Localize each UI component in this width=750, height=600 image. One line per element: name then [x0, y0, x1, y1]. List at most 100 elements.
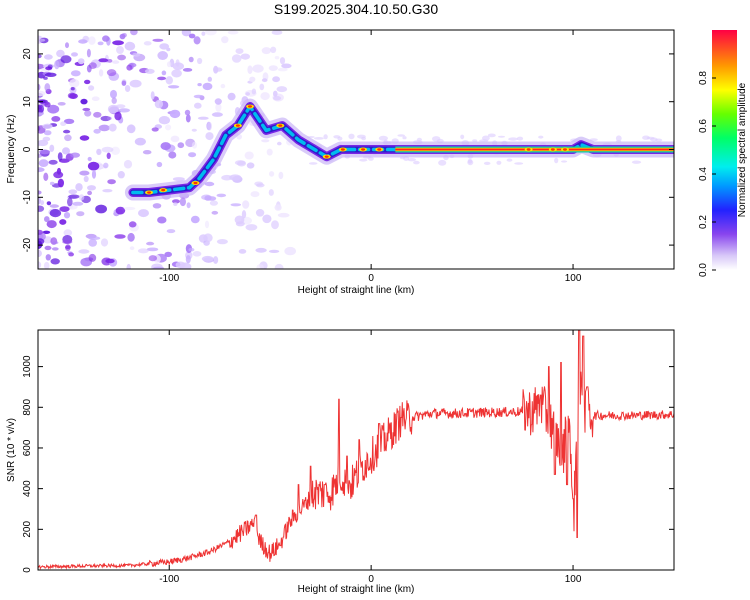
noise-blob — [38, 167, 45, 173]
noise-blob — [44, 54, 53, 60]
noise-blob — [181, 30, 192, 37]
noise-blob — [211, 210, 219, 215]
noise-blob — [38, 190, 42, 195]
noise-blob — [79, 170, 90, 176]
noise-blob — [231, 54, 242, 63]
noise-blob — [172, 199, 180, 204]
noise-blob — [106, 116, 112, 121]
noise-blob — [91, 169, 97, 179]
noise-blob — [274, 204, 282, 211]
noise-blob — [278, 171, 284, 180]
noise-blob — [205, 132, 214, 141]
noise-blob — [271, 220, 279, 230]
noise-blob — [146, 241, 155, 246]
colorbar-ticks: 0.0 0.2 0.4 0.6 0.8 — [698, 71, 716, 277]
noise-blob — [54, 60, 60, 70]
noise-blob — [166, 61, 172, 68]
noise-blob — [193, 36, 201, 45]
noise-blob — [272, 76, 280, 83]
noise-blob — [279, 57, 286, 65]
noise-blob — [127, 232, 135, 242]
noise-blob — [102, 189, 113, 193]
noise-blob — [244, 151, 254, 160]
noise-blob — [497, 135, 506, 138]
noise-blob — [631, 160, 642, 164]
noise-blob — [38, 229, 44, 235]
noise-blob — [117, 54, 126, 61]
noise-blob — [70, 152, 80, 158]
noise-blob — [98, 124, 111, 132]
snr-series — [38, 330, 674, 570]
noise-blob — [207, 121, 212, 131]
noise-blob — [44, 83, 51, 92]
noise-blob — [51, 116, 61, 122]
noise-blob — [88, 62, 97, 69]
noise-blob — [191, 128, 197, 132]
noise-blob — [221, 36, 229, 44]
noise-blob — [185, 255, 191, 264]
noise-blob — [40, 200, 45, 206]
ridge-hotspot-core — [562, 148, 567, 151]
noise-blob — [107, 104, 119, 114]
noise-blob — [46, 201, 52, 206]
noise-blob — [238, 249, 247, 254]
noise-blob — [51, 247, 59, 251]
noise-blob — [114, 111, 122, 121]
noise-blob — [59, 206, 70, 213]
noise-blob — [152, 203, 162, 209]
noise-blob — [38, 205, 45, 212]
noise-blob — [84, 79, 91, 85]
noise-blob — [168, 151, 177, 159]
noise-blob — [250, 191, 260, 198]
noise-blob — [646, 136, 655, 140]
noise-blob — [44, 101, 51, 108]
noise-blob — [105, 258, 115, 264]
noise-blob — [249, 76, 256, 83]
snr-ytick-label: 1000 — [22, 355, 33, 378]
snr-y-axis: 0 200 400 600 800 1000 — [22, 355, 674, 573]
noise-blob — [156, 161, 163, 168]
noise-blob — [227, 30, 239, 35]
noise-blob — [207, 76, 212, 82]
noise-blob — [123, 206, 136, 211]
noise-blob — [144, 68, 155, 74]
noise-blob — [165, 76, 173, 85]
noise-blob — [148, 255, 157, 262]
noise-blob — [246, 162, 255, 169]
noise-blob — [56, 49, 65, 58]
spectrogram-ridge — [124, 98, 674, 201]
noise-blob — [42, 230, 51, 234]
noise-blob — [472, 139, 478, 142]
snr-ytick-label: 0 — [22, 567, 33, 573]
noise-blob — [46, 220, 57, 229]
snr-ytick-label: 600 — [22, 439, 33, 456]
noise-blob — [171, 69, 182, 78]
noise-blob — [241, 210, 247, 219]
noise-blob — [64, 134, 72, 142]
noise-blob — [270, 46, 277, 53]
ridge-hotspot-core — [340, 148, 345, 151]
noise-blob — [538, 135, 544, 139]
noise-blob — [255, 209, 265, 217]
snr-y-label: SNR (10 * v/v) — [6, 418, 17, 482]
noise-blob — [83, 175, 89, 183]
noise-blob — [98, 69, 104, 77]
snr-panel: -100 0 100 0 200 400 600 800 1000 Height of str… — [6, 329, 675, 595]
noise-blob — [88, 85, 95, 91]
noise-blob — [68, 252, 74, 257]
noise-blob — [234, 160, 246, 166]
noise-blob — [107, 59, 113, 63]
noise-blob — [190, 215, 200, 224]
noise-blob — [487, 133, 496, 138]
noise-blob — [514, 162, 524, 165]
noise-blob — [188, 152, 197, 158]
noise-blob — [186, 202, 191, 209]
noise-blob — [203, 233, 213, 243]
noise-blob — [63, 212, 71, 219]
noise-blob — [615, 135, 622, 142]
noise-blob — [357, 134, 366, 139]
noise-blob — [284, 246, 297, 256]
noise-blob — [160, 142, 171, 151]
noise-blob — [201, 255, 214, 262]
ridge-hotspot-core — [147, 191, 152, 194]
